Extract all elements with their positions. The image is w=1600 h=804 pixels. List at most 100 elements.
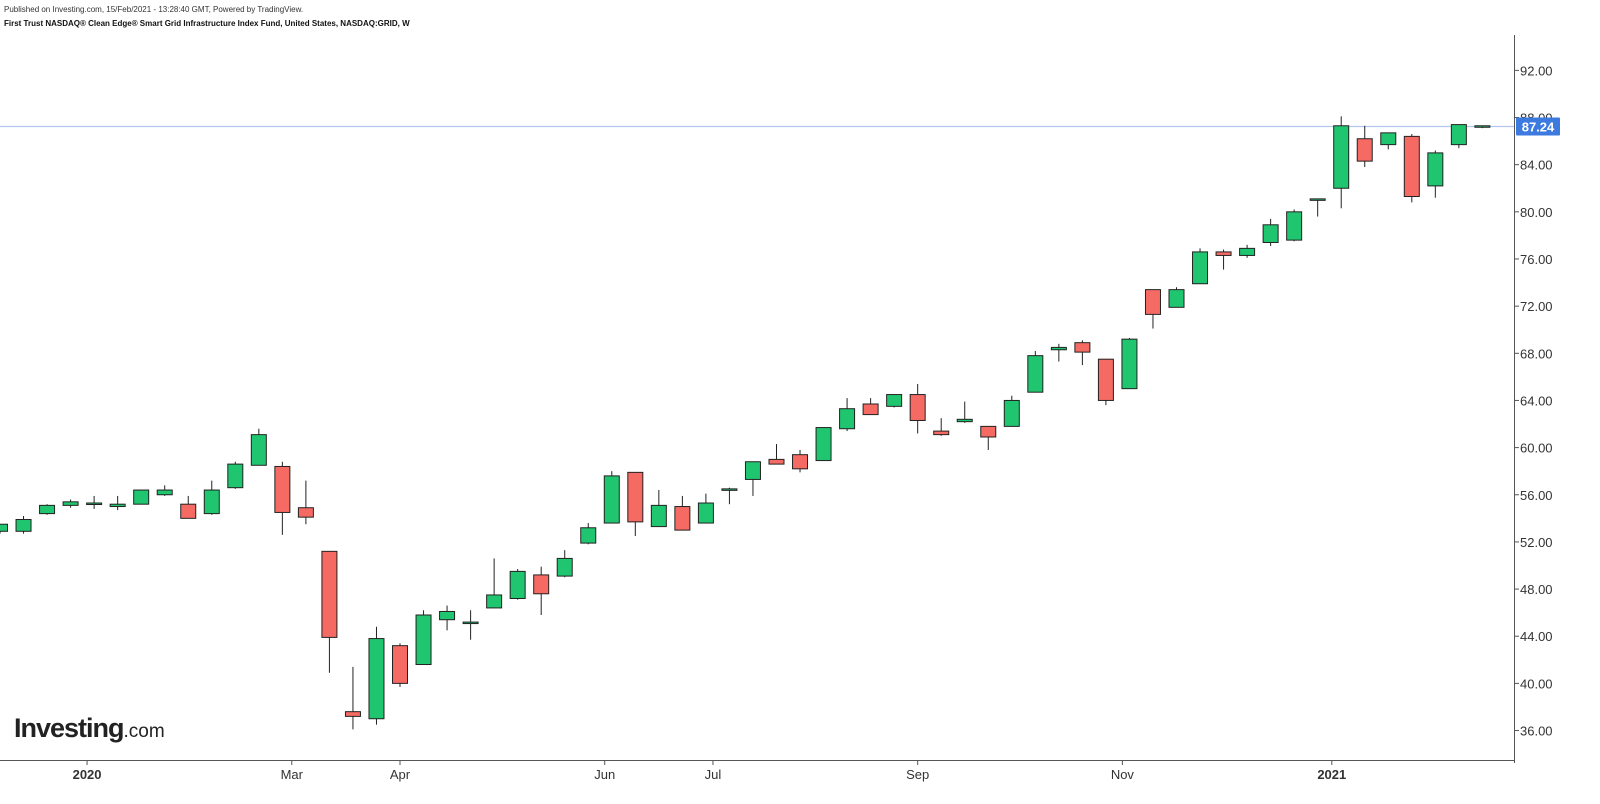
- candle-body: [509, 570, 526, 599]
- axes-layer: [0, 35, 1515, 763]
- candle: [156, 485, 173, 496]
- candle-body: [1168, 289, 1185, 308]
- candle: [909, 383, 926, 434]
- candle: [1380, 132, 1397, 150]
- x-tick-label: Apr: [390, 767, 411, 782]
- candle-body: [886, 394, 903, 407]
- candle-body: [415, 614, 432, 666]
- candle: [1333, 116, 1350, 209]
- candle-body: [297, 507, 314, 518]
- candle: [227, 461, 244, 489]
- candle-body: [603, 475, 620, 524]
- candle-body: [344, 711, 361, 717]
- y-tick-label: 44.00: [1520, 629, 1553, 644]
- candle: [274, 461, 291, 535]
- candle: [1262, 218, 1279, 247]
- candle-body: [109, 503, 126, 508]
- y-tick-label: 36.00: [1520, 724, 1553, 739]
- candle-body: [1027, 355, 1044, 393]
- candle-body: [650, 504, 667, 528]
- y-tick-label: 80.00: [1520, 205, 1553, 220]
- x-tick-labels: c2020MarAprJunJulSepNov2021: [73, 760, 1346, 782]
- candle-body: [1403, 135, 1420, 198]
- candle-body: [368, 638, 385, 720]
- candle-body: [1474, 125, 1491, 128]
- candle: [744, 461, 761, 496]
- candle: [1356, 125, 1373, 168]
- candle: [62, 499, 79, 508]
- candle-body: [1356, 138, 1373, 162]
- y-tick-label: 76.00: [1520, 252, 1553, 267]
- candle-body: [486, 594, 503, 609]
- candle-body: [721, 488, 738, 491]
- candle: [39, 504, 56, 515]
- candle: [250, 428, 267, 466]
- candle: [533, 566, 550, 615]
- x-tick-label: Sep: [906, 767, 929, 782]
- x-tick-label: Mar: [281, 767, 304, 782]
- candle-body: [462, 621, 479, 625]
- candle-body: [1144, 289, 1161, 315]
- candle-body: [580, 527, 597, 544]
- candle-body: [956, 418, 973, 423]
- candle-body: [15, 519, 32, 532]
- candle-body: [274, 465, 291, 513]
- y-tick-label: 60.00: [1520, 441, 1553, 456]
- candle: [15, 515, 32, 534]
- candle: [109, 495, 126, 511]
- candle: [392, 643, 409, 687]
- x-tick-label: 2020: [73, 767, 102, 782]
- candle-body: [533, 574, 550, 595]
- candle-body: [1309, 198, 1326, 201]
- candle-body: [674, 506, 691, 531]
- candle-body: [1121, 338, 1138, 390]
- candle: [556, 550, 573, 578]
- candle: [1403, 134, 1420, 203]
- candle-body: [133, 489, 150, 505]
- candle-body: [933, 430, 950, 436]
- candles-layer: [0, 116, 1491, 730]
- candle-body: [768, 458, 785, 465]
- candle: [1121, 337, 1138, 390]
- candle: [650, 490, 667, 528]
- last-price-badge: [1516, 117, 1560, 136]
- candle-body: [1050, 346, 1067, 351]
- candle: [862, 398, 879, 416]
- y-tick-label: 64.00: [1520, 393, 1553, 408]
- candle-body: [1239, 247, 1256, 256]
- candle: [1215, 249, 1232, 270]
- candle: [768, 444, 785, 465]
- y-tick-label: 84.00: [1520, 158, 1553, 173]
- candle: [580, 523, 597, 545]
- candle-body: [392, 645, 409, 684]
- candle: [1239, 244, 1256, 258]
- candle: [815, 427, 832, 462]
- candle: [697, 493, 714, 524]
- y-tick-labels: 36.00 40.00 44.00 48.00 52.00 56.00 60.00 64.00…: [1514, 63, 1553, 739]
- candle-body: [744, 461, 761, 480]
- candle-body: [1215, 251, 1232, 256]
- candle: [933, 418, 950, 436]
- candle: [462, 610, 479, 640]
- price-badge-layer: 87.24: [1516, 117, 1560, 136]
- candle-body: [180, 503, 197, 519]
- candle: [1144, 289, 1161, 329]
- x-tick-label: Nov: [1111, 767, 1135, 782]
- candle-body: [1427, 152, 1444, 187]
- candle: [792, 449, 809, 473]
- candle-body: [1192, 251, 1209, 285]
- y-tick-label: 48.00: [1520, 582, 1553, 597]
- candle: [439, 605, 456, 631]
- candle-body: [839, 408, 856, 430]
- candle: [486, 558, 503, 609]
- candle: [627, 471, 644, 537]
- candle: [1050, 343, 1067, 362]
- candle: [1309, 198, 1326, 217]
- candle-body: [1333, 125, 1350, 189]
- candle-body: [321, 550, 338, 638]
- y-tick-label: 68.00: [1520, 346, 1553, 361]
- candle-body: [1380, 132, 1397, 146]
- candle-body: [203, 489, 220, 515]
- y-tick-label: 72.00: [1520, 299, 1553, 314]
